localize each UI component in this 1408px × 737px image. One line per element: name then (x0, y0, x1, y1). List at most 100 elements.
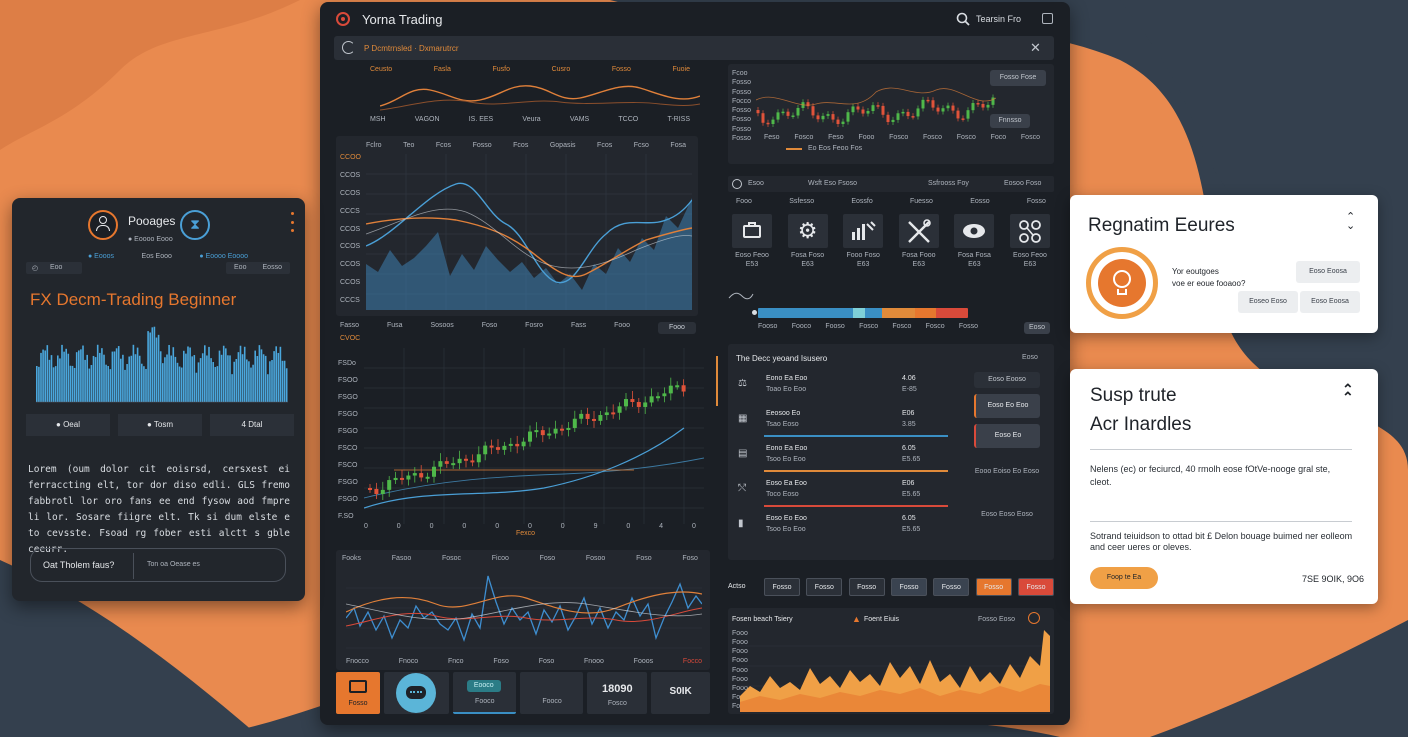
y-tick: CCOS (340, 243, 361, 251)
right-top-button[interactable]: Fosso Fose (990, 70, 1046, 86)
area-chart-title: Fosen beach Tsiery (732, 616, 793, 623)
left-chart-bar (210, 358, 212, 402)
left-chart-bar (187, 346, 189, 402)
status-badge: Eooco (466, 680, 501, 692)
y-tick: FSGO (338, 479, 358, 486)
registration-button[interactable]: Eoseo Eoso (1238, 291, 1298, 313)
registration-button[interactable]: Eoso Eoosa (1300, 291, 1360, 313)
window-menu-icon[interactable] (1042, 13, 1053, 24)
candle-body (681, 385, 686, 392)
trade-side-button[interactable]: Eoso Eo (974, 424, 1040, 448)
avatar[interactable] (88, 210, 118, 240)
candle-body (412, 473, 417, 476)
action-button[interactable]: Fosso (764, 578, 800, 596)
faq-answer: Ton oa Oease es (147, 561, 200, 568)
progress-button[interactable]: Eoso (1024, 322, 1050, 334)
candle-body (806, 102, 810, 107)
action-button[interactable]: Fosso (806, 578, 843, 596)
stat-button-label: Fooco (542, 698, 562, 705)
action-button[interactable]: Fosso (848, 578, 885, 596)
tool-value: E63 (1023, 261, 1037, 268)
trade-row[interactable]: ▦ Eeosoo Eo Tsao Eoso E06 3.85 (728, 407, 968, 442)
candle-body (425, 476, 430, 479)
stat-tab[interactable]: ● Tosm (118, 414, 202, 436)
action-button[interactable]: Fosso (975, 578, 1012, 596)
left-chart-bar (155, 337, 158, 402)
trade-side-button[interactable]: Eoso Eo Eoo (974, 394, 1040, 418)
message-button[interactable] (383, 672, 449, 714)
candle-body (553, 428, 558, 434)
double-chevron-up-icon[interactable]: ⌃ ⌃ (1342, 381, 1354, 405)
support-paragraph: Nelens (ec) or feciurcd, 40 rmolh eose f… (1090, 464, 1331, 487)
left-chart-bar (48, 359, 51, 402)
search-icon[interactable] (956, 12, 970, 26)
chevron-updown-icon[interactable]: ⌃ ⌄ (1346, 211, 1356, 232)
tool-tile-briefcase[interactable]: Eoso Feoo E53 (732, 214, 772, 268)
candle-body (886, 114, 890, 123)
candle-header-button[interactable]: Fooo (657, 322, 696, 334)
left-chart-bar (199, 358, 202, 402)
y-tick: Fooo (732, 675, 748, 683)
trade-row[interactable]: ▤ Eono Ea Eoo Tsoo Eo Eoo 6.05 E5.65 (728, 442, 968, 477)
trade-row[interactable]: ⚖ Eono Ea Eoo Toao Eo Eoo 4.06 E-85 (728, 372, 968, 407)
trade-name: Eeosoo Eo (766, 410, 801, 417)
left-filter[interactable]: ◴ Eoo (26, 262, 82, 274)
candle-body (604, 412, 609, 416)
stat-tab-label: 4 Dtal (241, 420, 263, 429)
bottom-chart-panel: Fooks Fasoo Fosoc Ficoo Foso Fosoo Foso … (336, 550, 710, 670)
stat-tab-label: ● Tosm (146, 420, 174, 429)
right-filter[interactable]: Eoo Eosso (226, 262, 290, 274)
left-panel-subtitle: ● Eoooo Eooo (128, 236, 173, 243)
left-chart-bar (162, 363, 164, 402)
lightbulb-icon (1086, 247, 1158, 319)
progress-label: Fooso (758, 323, 778, 330)
support-button[interactable]: Foop te Ea (1090, 567, 1158, 589)
tools-menu-icon[interactable] (732, 179, 742, 189)
candle-body (393, 477, 398, 481)
course-heading: FX Decm-Trading Beginner (30, 290, 237, 309)
faq-question: Oat Tholem faus? (43, 560, 115, 570)
registration-button[interactable]: Eoso Eoosa (1296, 261, 1360, 283)
action-button[interactable]: Fosso (1017, 578, 1054, 596)
value-button[interactable]: 18090 Fosco (587, 672, 647, 714)
collapse-icon[interactable]: ✕ (1030, 40, 1041, 55)
stat-tab[interactable]: ● Oeal (26, 414, 110, 436)
trade-row[interactable]: ⤲ Eoso Ea Eoo Toco Eoso E06 E5.65 (728, 477, 968, 512)
right-top-button[interactable]: Fnnsso (990, 114, 1030, 128)
tool-tile-network[interactable]: Eoso Feoo E63 (1009, 214, 1050, 268)
candle-body (572, 418, 577, 428)
faq-field[interactable]: Oat Tholem faus? Ton oa Oease es (30, 548, 286, 582)
more-menu-icon[interactable] (291, 212, 295, 232)
y-tick: CCOS (340, 261, 361, 269)
chart-icon: ⤲ (738, 483, 746, 494)
trade-row[interactable]: ▮ Eoso Eo Eoo Tsoo Eo Eoo 6.05 E5.65 (728, 512, 968, 547)
left-chart-bar (88, 368, 91, 402)
stat-button[interactable]: Fooco (520, 672, 584, 714)
size-button[interactable]: S0IK (650, 672, 710, 714)
hourglass-icon[interactable]: ⧗ (180, 210, 210, 240)
action-button[interactable]: Fosso (890, 578, 927, 596)
search-label[interactable]: Tearsin Fro (976, 14, 1022, 24)
action-button[interactable]: Fosso (933, 578, 970, 596)
left-chart-bar (239, 345, 242, 402)
trade-side-button[interactable]: Eoso Eooso (974, 372, 1040, 388)
left-chart-bar (151, 327, 154, 402)
tool-tile-eye[interactable]: Fosa Fosa E63 (954, 214, 995, 268)
candle-body (836, 119, 840, 124)
candle-body (540, 430, 545, 436)
left-chart-bar (250, 367, 252, 402)
x-tick: 0 (626, 523, 631, 530)
left-chart-bar (193, 355, 196, 402)
refresh-icon[interactable] (342, 41, 355, 54)
status-button[interactable]: Eooco Fooco (452, 672, 517, 714)
breadcrumb[interactable]: P Dcmtrnsled · Dxmarutrcr (364, 44, 459, 53)
tool-tile-gear[interactable]: ⚙ Fosa Foso E63 (787, 214, 828, 268)
candle-body (761, 113, 765, 123)
tool-tile-tools[interactable]: Fosa Fooo E63 (898, 214, 939, 268)
candle-body (956, 110, 960, 119)
vertical-scrollbar[interactable] (716, 356, 718, 406)
value-button-label: Fosco (607, 700, 627, 707)
stat-tab[interactable]: 4 Dtal (210, 414, 294, 436)
tool-tile-signal[interactable]: Fooo Foso E63 (843, 214, 884, 268)
chat-button[interactable]: Fosso (336, 672, 380, 714)
